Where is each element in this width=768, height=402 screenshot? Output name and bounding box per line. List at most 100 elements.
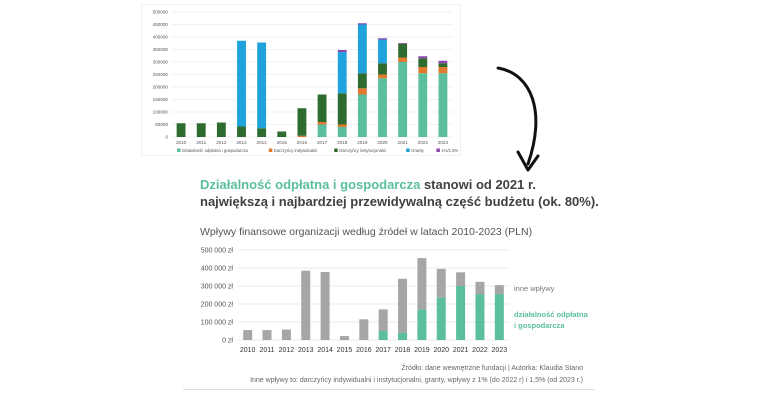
headline: Działalność odpłatna i gospodarcza stano… [200,176,600,210]
bar-segment [456,272,466,286]
x-tick-label: 2015 [277,140,288,145]
y-tick-label: 200 000 zł [201,302,234,309]
bar-segment [196,123,206,137]
bar-segment [494,285,504,295]
x-tick-label: 2011 [260,347,275,354]
x-tick-label: 2016 [356,347,372,354]
legend-label: Darczyńcy indywidualni [274,148,318,153]
bar-segment [456,286,466,340]
bar-segment [378,78,387,137]
x-tick-label: 2023 [492,347,508,354]
x-tick-label: 2022 [418,140,429,145]
bar-segment [438,60,448,64]
bar-segment [339,336,349,340]
x-tick-label: 2021 [398,140,409,145]
bar-segment [417,258,427,310]
x-tick-label: 2015 [337,347,353,354]
bar-segment [216,122,226,137]
y-tick-label: 350000 [153,47,169,52]
legend-label: Darczyńcy instytucjonalni [339,148,386,153]
bar-segment [436,268,446,298]
bar-segment [398,43,408,44]
y-tick-label: 400 000 zł [201,266,234,273]
bar-segment [378,309,388,331]
bar-segment [301,270,311,340]
bar-segment [475,281,485,295]
x-tick-label: 2021 [453,347,469,354]
legend-swatch [268,148,273,152]
bar-segment [257,42,267,129]
y-tick-label: 250000 [153,72,169,77]
y-tick-label: 300 000 zł [201,284,234,291]
headline-accent: Działalność odpłatna i gospodarcza [200,177,421,192]
curved-arrow-icon [496,66,540,172]
x-tick-label: 2018 [395,347,411,354]
source-caption: Źródło: dane wewnętrzne fundacji | Autor… [401,365,583,372]
bar-segment [436,297,446,340]
x-tick-label: 2010 [240,347,256,354]
x-tick-label: 2014 [317,347,333,354]
bar-segment [417,309,427,340]
bar-segment [297,135,307,137]
bar-segment [357,73,367,89]
bar-segment [337,124,347,127]
bar-segment [398,57,408,62]
bar-segment [277,131,287,137]
bar-segment [398,62,408,137]
bar-segment [438,73,448,137]
bar-segment [418,73,428,137]
y-tick-label: 100000 [153,110,169,115]
bar-segment [262,330,272,340]
x-tick-label: 2020 [377,140,388,145]
bar-segment [357,88,367,95]
bar-segment [281,329,291,340]
y-tick-label: 100 000 zł [201,320,234,327]
y-tick-label: 200000 [153,85,169,90]
y-tick-label: 500000 [153,10,169,15]
x-tick-label: 2023 [438,140,449,145]
bar-segment [398,278,408,333]
legend-swatch [177,148,181,152]
bar-segment [257,128,267,137]
bar-segment [378,74,387,79]
x-tick-label: 2019 [414,347,430,354]
x-tick-label: 2018 [337,140,348,145]
bar-segment [320,271,330,340]
y-tick-label: 0 zł [222,338,233,345]
y-tick-label: 500 000 zł [201,248,234,255]
bar-segment [337,93,347,125]
bar-segment [398,43,408,58]
bar-segment [378,331,388,340]
y-tick-label: 0 [165,135,168,140]
x-tick-label: 2019 [357,140,368,145]
x-tick-label: 2012 [279,347,295,354]
x-tick-label: 2011 [196,140,206,145]
legend-label: Granty [411,148,424,153]
y-tick-label: 300000 [153,60,169,65]
bar-segment [398,332,408,340]
x-tick-label: 2014 [257,140,268,145]
bar-segment [317,122,327,125]
bar-segment [357,94,367,137]
bar-segment [378,38,387,40]
legend-label: Działalność odpłatna i gospodarcza [182,148,249,153]
bar-segment [337,52,347,94]
legend-swatch [436,148,440,152]
x-tick-label: 2013 [236,140,247,145]
x-tick-label: 2017 [375,347,391,354]
original-stacked-chart: 5000004500004000003500003000002500002000… [141,4,461,156]
simplified-stacked-chart: 500 000 zł 400 000 zł 300 000 zł 200 000 zł… [201,248,589,355]
series-label-business-2: i gospodarcza [514,321,565,330]
legend-swatch [406,148,410,152]
bar-segment [418,67,428,74]
legend-swatch [334,148,338,152]
x-tick-label: 2017 [317,140,328,145]
x-tick-label: 2013 [298,347,314,354]
series-label-other: inne wpływy [514,284,555,293]
bar-segment [317,124,327,137]
bar-segment [475,294,485,340]
bar-segment [418,58,428,67]
note-caption: Inne wpływy to: darczyńcy indywidualni i… [250,377,583,384]
x-tick-label: 2010 [176,140,187,145]
y-tick-label: 50000 [155,122,168,127]
